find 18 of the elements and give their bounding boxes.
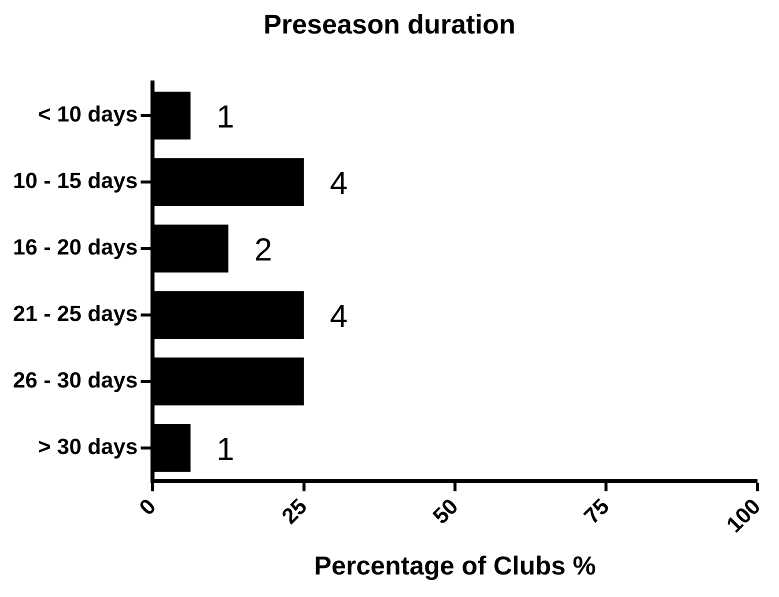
x-tick-label: 75: [579, 494, 614, 529]
y-tick-label: 21 - 25 days: [13, 301, 138, 326]
x-tick-label: 50: [428, 494, 463, 529]
x-tick-label: 100: [722, 494, 766, 538]
chart-title: Preseason duration: [263, 10, 516, 40]
x-tick-label: 25: [276, 494, 312, 529]
annotation: 4: [330, 298, 348, 334]
y-tick-label: 10 - 15 days: [13, 168, 138, 194]
y-tick-label: 16 - 20 days: [13, 234, 138, 260]
y-tick-label: > 30 days: [38, 434, 138, 460]
annotation: 4: [330, 164, 348, 201]
x-tick-label: 0: [134, 494, 161, 520]
y-tick-label: < 10 days: [38, 102, 138, 127]
annotation: 1: [216, 98, 234, 134]
annotation: 1: [216, 430, 234, 467]
annotation: 2: [254, 231, 272, 268]
x-axis-title: Percentage of Clubs %: [314, 550, 596, 581]
y-tick-label: 26 - 30 days: [13, 368, 138, 393]
